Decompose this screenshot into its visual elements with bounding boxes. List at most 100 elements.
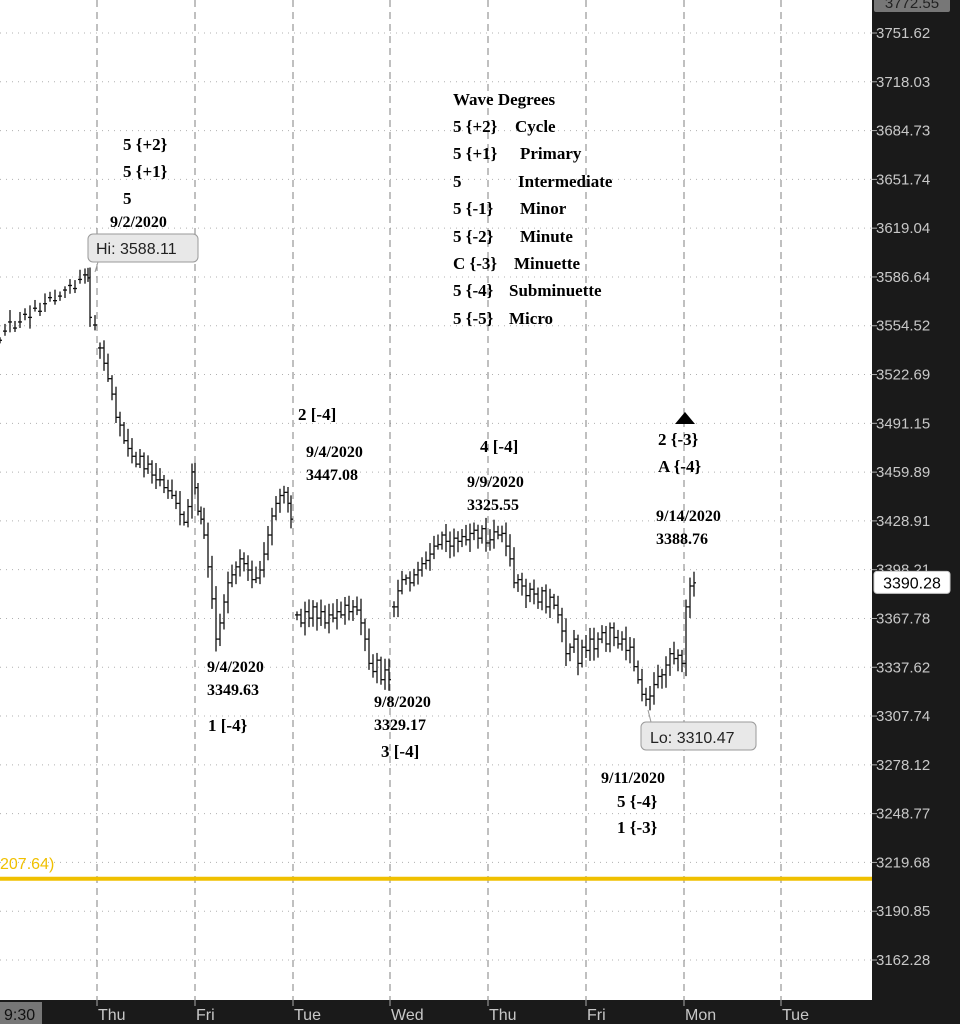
price-bar — [363, 618, 367, 652]
price-bar — [576, 634, 580, 676]
legend-name-6: Minuette — [514, 254, 581, 273]
legend-code-6: C {-3} — [453, 254, 497, 273]
price-bar — [299, 608, 303, 628]
price-bar — [335, 599, 339, 630]
price-bar — [620, 631, 624, 651]
price-bar — [106, 353, 110, 382]
wave-label-2: 2 [-4] — [298, 405, 336, 424]
price-bar — [632, 638, 636, 672]
legend-code-8: 5 {-5} — [453, 309, 494, 328]
price-bar — [528, 582, 532, 603]
x-axis-ticks: Thu Fri Tue Wed Thu Fri Mon Tue — [96, 1000, 809, 1024]
horizontal-level-label: 207.64) — [0, 856, 54, 873]
price-bar — [102, 340, 106, 371]
price-bar — [178, 491, 182, 526]
price-bar — [412, 568, 416, 587]
price-bar — [13, 320, 17, 332]
price-bar — [238, 549, 242, 577]
price-bar — [210, 555, 214, 609]
y-axis-ticks: 3751.62 3718.03 3684.73 3651.74 3619.04 3586.… — [872, 25, 930, 969]
y-tick-label: 3307.74 — [876, 708, 930, 725]
y-tick-label: 3619.04 — [876, 220, 930, 237]
price-bar — [416, 561, 420, 585]
legend-name-8: Micro — [509, 309, 553, 328]
wave-date: 9/2/2020 — [110, 214, 167, 231]
price-bar — [88, 267, 92, 327]
legend-code-4: 5 {-1} — [453, 199, 494, 218]
wave-value-2: 3447.08 — [306, 467, 358, 484]
price-bar — [78, 269, 82, 284]
current-price-label: 3390.28 — [883, 575, 941, 592]
price-bar — [684, 599, 688, 677]
y-tick-label: 3190.85 — [876, 903, 930, 920]
wave-text: 5 — [123, 189, 132, 208]
price-bar — [371, 654, 375, 678]
legend-code-1: 5 {+2} — [453, 117, 498, 136]
price-bar — [218, 613, 222, 647]
price-bar — [492, 519, 496, 549]
price-bar — [568, 643, 572, 662]
legend-name-7: Subminuette — [509, 281, 602, 300]
high-callout: Hi: 3588.11 — [87, 233, 199, 273]
wave-date-3: 9/8/2020 — [374, 694, 431, 711]
price-bar — [588, 627, 592, 661]
price-bar — [668, 647, 672, 676]
x-tick-label: Tue — [294, 1007, 321, 1024]
price-bar — [548, 588, 552, 618]
y-tick-label: 3684.73 — [876, 123, 930, 140]
legend-code-2: 5 {+1} — [453, 144, 498, 163]
price-bar — [572, 629, 576, 653]
wave-label-1: 1 [-4} — [208, 716, 248, 735]
price-bar — [258, 560, 262, 585]
price-bar — [18, 311, 22, 328]
price-bar — [379, 656, 383, 685]
price-bar — [146, 455, 150, 474]
price-bar — [496, 525, 500, 540]
y-tick-label: 3278.12 — [876, 757, 930, 774]
price-bar — [664, 656, 668, 688]
price-bar — [444, 523, 448, 553]
price-bar — [504, 522, 508, 557]
price-bar — [468, 523, 472, 552]
price-bar — [270, 507, 274, 546]
price-bar — [3, 323, 7, 336]
y-tick-label: 3428.91 — [876, 513, 930, 530]
wave-text: 5 {+1} — [123, 162, 168, 181]
legend-code-7: 5 {-4} — [453, 281, 494, 300]
price-bar — [250, 560, 254, 589]
price-bar — [242, 552, 246, 572]
y-tick-label: 3751.62 — [876, 25, 930, 42]
price-bar — [355, 596, 359, 616]
price-bar — [636, 660, 640, 684]
price-bar — [254, 566, 258, 584]
price-bar — [472, 522, 476, 541]
wave-label-3: 3 [-4] — [381, 742, 419, 761]
price-bar — [359, 598, 363, 636]
price-bar — [436, 534, 440, 550]
price-bar — [652, 672, 656, 705]
price-bar — [230, 564, 234, 588]
horizontal-gridlines — [0, 32, 872, 961]
price-bar — [289, 495, 293, 529]
wave-date-2: 9/4/2020 — [306, 444, 363, 461]
y-tick-label: 3337.62 — [876, 659, 930, 676]
wave-text: 5 {+2} — [123, 135, 168, 154]
price-bar — [282, 485, 286, 504]
price-bar — [516, 574, 520, 592]
price-bar — [648, 686, 652, 711]
price-bar — [540, 586, 544, 611]
price-bar — [476, 524, 480, 549]
price-bar — [484, 517, 488, 552]
top-price-badge — [874, 0, 950, 12]
price-bar — [424, 551, 428, 570]
price-bar — [404, 574, 408, 585]
price-bar — [448, 531, 452, 559]
x-axis-panel — [0, 1000, 960, 1024]
price-bar — [367, 628, 371, 670]
price-bar — [58, 291, 62, 301]
price-bar — [327, 603, 331, 634]
wave-date-4: 9/9/2020 — [467, 474, 524, 491]
price-bar — [33, 299, 37, 312]
legend-name-3: Intermediate — [518, 172, 613, 191]
price-bar — [214, 586, 218, 652]
